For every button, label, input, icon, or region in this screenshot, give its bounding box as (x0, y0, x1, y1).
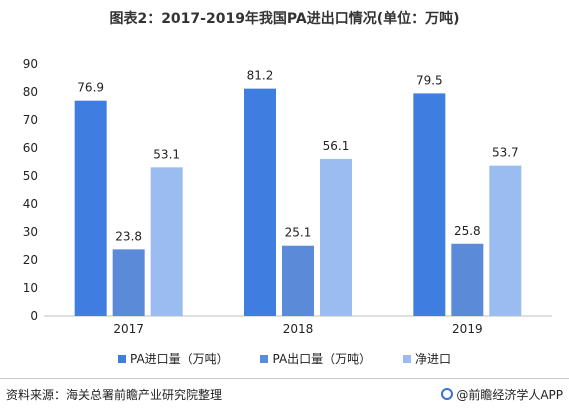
chart-legend: PA进口量（万吨） PA出口量（万吨） 净进口 (0, 350, 569, 367)
footer-divider (0, 378, 569, 379)
legend-swatch-export (260, 355, 269, 363)
y-tick-label: 90 (23, 57, 38, 71)
legend-label-net-import: 净进口 (415, 352, 452, 366)
data-label: 81.2 (247, 69, 274, 83)
legend-item-export: PA出口量（万吨） (260, 350, 371, 367)
y-tick-label: 10 (23, 281, 38, 295)
data-label: 23.8 (115, 229, 142, 243)
y-tick-label: 60 (23, 141, 38, 155)
source-note: 资料来源：海关总署前瞻产业研究院整理 (6, 388, 223, 402)
data-label: 25.8 (454, 224, 481, 238)
bar (489, 165, 522, 316)
bar (320, 158, 352, 316)
qianzhan-logo-icon (441, 388, 454, 400)
credit-note: @前瞻经济学人APP (441, 386, 563, 403)
y-tick-label: 50 (23, 169, 38, 183)
x-tick-label: 2017 (113, 322, 144, 336)
bar (282, 245, 314, 316)
y-tick-label: 70 (23, 113, 38, 127)
bar (244, 88, 276, 316)
data-label: 53.7 (492, 146, 519, 160)
data-label: 79.5 (416, 73, 443, 87)
data-label: 53.1 (153, 147, 180, 161)
legend-swatch-import (117, 355, 126, 363)
credit-text: @前瞻经济学人APP (456, 388, 563, 402)
bar (74, 100, 107, 317)
legend-swatch-net-import (403, 355, 411, 363)
chart-title: 图表2：2017-2019年我国PA进出口情况(单位：万吨) (109, 11, 460, 27)
data-label: 76.9 (77, 81, 104, 95)
legend-item-net-import: 净进口 (403, 350, 451, 367)
bar (451, 243, 484, 316)
data-label: 25.1 (285, 226, 312, 240)
y-tick-label: 80 (23, 85, 38, 99)
x-tick-label: 2019 (452, 322, 483, 336)
y-tick-label: 30 (23, 225, 38, 239)
bar (413, 93, 446, 317)
bar (112, 249, 145, 316)
legend-label-export: PA出口量（万吨） (272, 352, 372, 366)
y-tick-label: 20 (23, 253, 38, 267)
legend-label-import: PA进口量（万吨） (129, 352, 229, 366)
y-tick-label: 40 (23, 197, 38, 211)
legend-item-import: PA进口量（万吨） (117, 350, 229, 367)
y-tick-label: 0 (30, 309, 38, 323)
x-tick-label: 2018 (283, 322, 314, 336)
bar-chart: 0 10 20 30 40 50 60 70 80 90 76.9 23.8 53.1 2017 81.2 2… (23, 57, 552, 336)
bar (150, 167, 183, 316)
data-label: 56.1 (323, 139, 350, 153)
